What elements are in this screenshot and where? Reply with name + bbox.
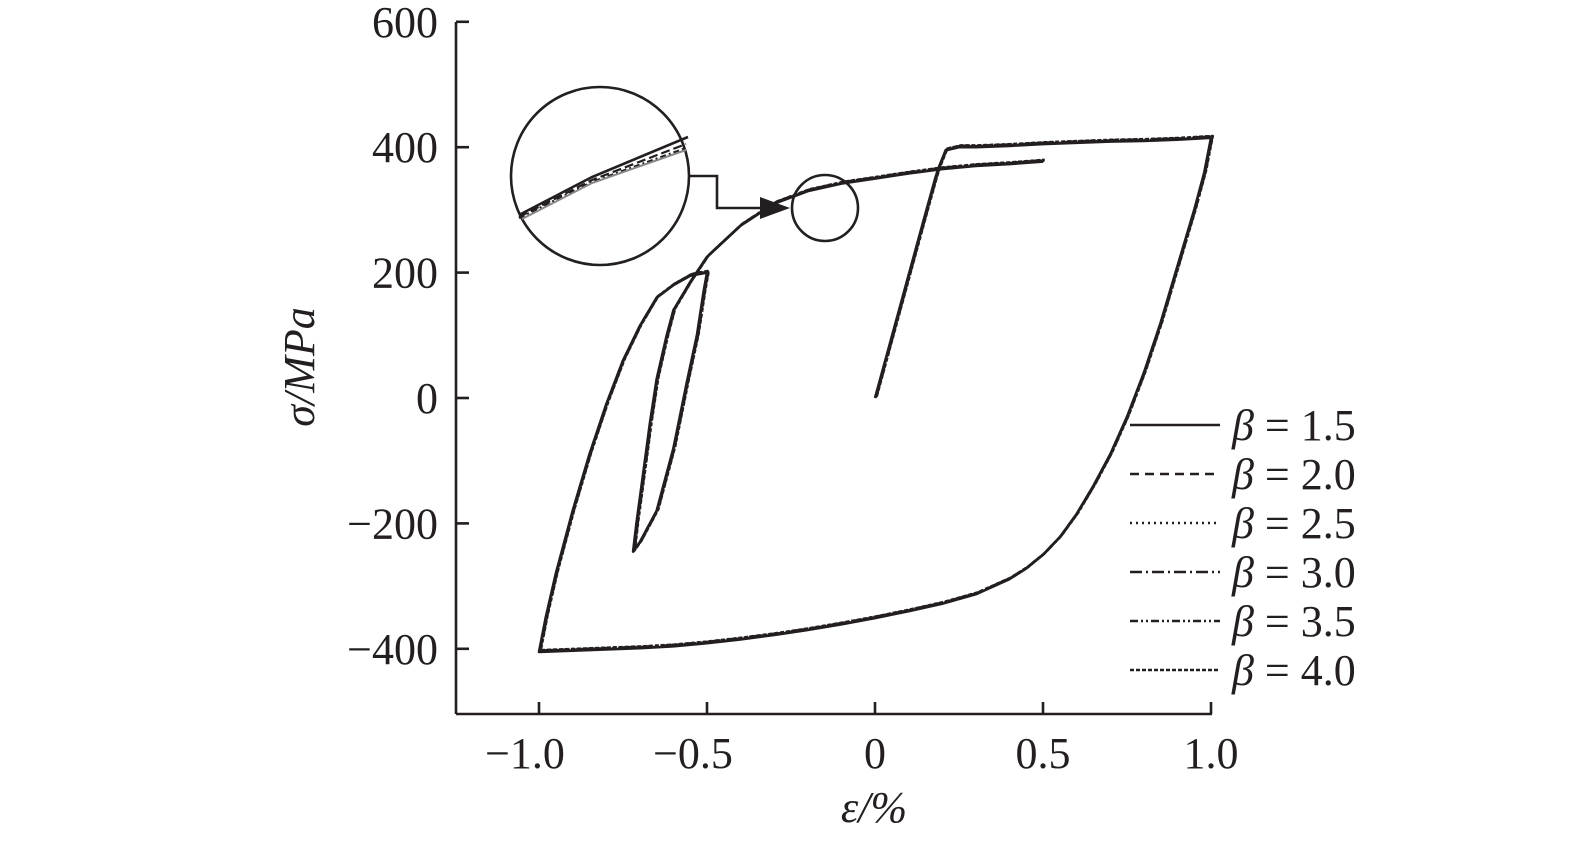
zoom-target-circle bbox=[790, 173, 860, 243]
inset-curve bbox=[521, 149, 687, 220]
y-tick-label: 400 bbox=[372, 123, 438, 172]
y-axis-title: σ/MPa bbox=[275, 307, 324, 426]
legend-label: β = 2.5 bbox=[1231, 499, 1356, 548]
x-axis-title: ε/% bbox=[841, 783, 907, 832]
inset-curve bbox=[518, 142, 687, 218]
legend-label: β = 3.0 bbox=[1231, 548, 1356, 597]
y-tick-label: 0 bbox=[416, 374, 438, 423]
y-tick-label: −400 bbox=[347, 625, 438, 674]
magnifier-callout bbox=[509, 85, 860, 267]
callout-connector bbox=[689, 174, 765, 210]
zoom-inset-circle bbox=[509, 85, 691, 267]
x-tick-label: 0 bbox=[864, 729, 886, 778]
callout-arrowhead bbox=[760, 197, 790, 219]
x-tick-label: 1.0 bbox=[1184, 729, 1239, 778]
legend-label: β = 3.5 bbox=[1231, 597, 1356, 646]
y-tick-label: 600 bbox=[372, 0, 438, 47]
zoom-inset-curves bbox=[518, 135, 689, 220]
x-tick-label: −0.5 bbox=[653, 729, 733, 778]
x-tick-label: 0.5 bbox=[1016, 729, 1071, 778]
x-tick-label: −1.0 bbox=[485, 729, 565, 778]
legend: β = 1.5β = 2.0β = 2.5β = 3.0β = 3.5β = 4… bbox=[1130, 401, 1356, 695]
series-line bbox=[539, 134, 1215, 652]
y-tick-label: 200 bbox=[372, 249, 438, 298]
inset-curve bbox=[518, 135, 689, 217]
legend-label: β = 1.5 bbox=[1231, 401, 1356, 450]
curve-group bbox=[537, 134, 1215, 654]
legend-label: β = 4.0 bbox=[1231, 646, 1356, 695]
y-tick-label: −200 bbox=[347, 499, 438, 548]
y-axis-ticks: 600 400 200 0 −200 −400 bbox=[347, 0, 469, 674]
x-axis-ticks: −1.0 −0.5 0 0.5 1.0 bbox=[485, 702, 1239, 778]
legend-label: β = 2.0 bbox=[1231, 450, 1356, 499]
